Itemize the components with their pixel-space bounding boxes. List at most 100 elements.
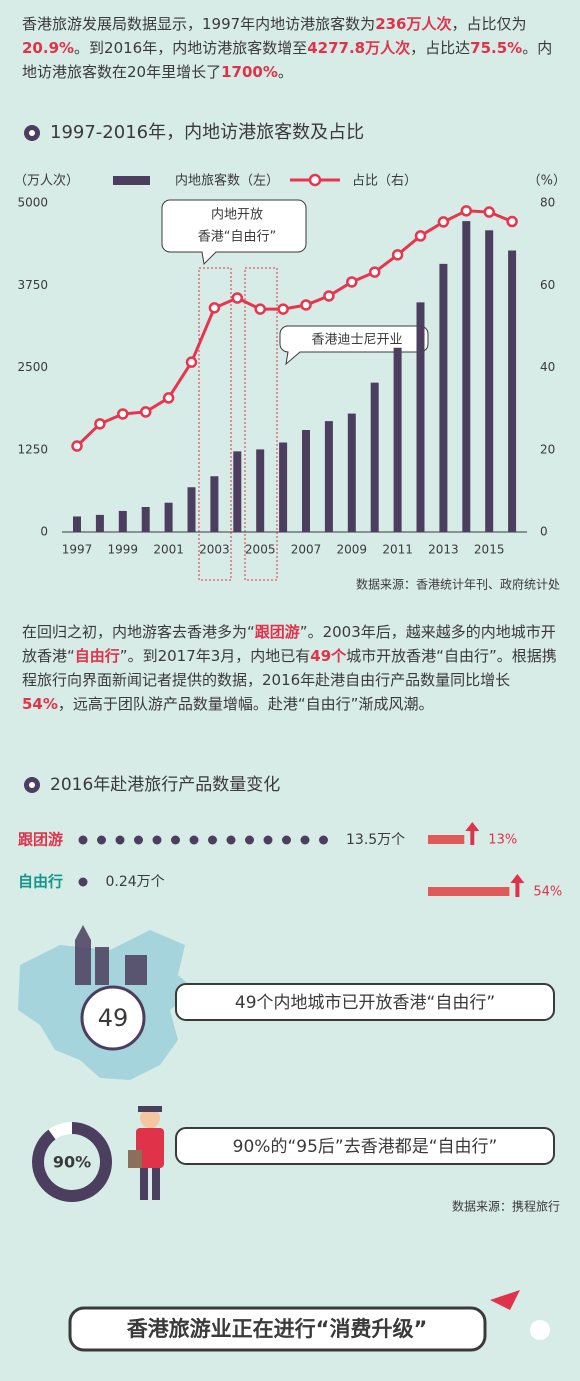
- text-run: ”。2003年后，越来越多的内地城市开放香港“: [22, 623, 556, 665]
- dot: [189, 835, 199, 845]
- legend-swatch: [308, 173, 322, 187]
- growth-arrow: [465, 822, 480, 845]
- bar: [210, 476, 219, 532]
- point: [185, 356, 198, 368]
- point: [368, 266, 381, 278]
- paragraph: 在回归之初，内地游客去香港多为“跟团游”。2003年后，越来越多的内地城市开放香…: [22, 620, 560, 716]
- text-run: ，占比达: [410, 39, 471, 57]
- point: [391, 249, 404, 261]
- highlight-box: [244, 267, 278, 581]
- bar: [370, 382, 379, 532]
- point: [254, 303, 266, 315]
- y2-tick-label: 40: [540, 360, 555, 374]
- y-tick-label: 3750: [17, 278, 48, 292]
- city-count: 49: [98, 1004, 129, 1032]
- text-run: 城市开放香港“自由行”。根据携程旅行向界面新闻记者提供的数据，2016年赴港自由…: [22, 647, 557, 689]
- bar: [73, 516, 81, 532]
- dot: [319, 835, 328, 845]
- y2-tick-label: 0: [540, 525, 548, 539]
- dot: [78, 835, 88, 845]
- bar: [485, 230, 494, 532]
- skyline: [75, 925, 147, 985]
- point: [506, 215, 518, 228]
- annotation: 香港迪士尼开业: [311, 333, 402, 348]
- highlight: 4277.8万人次: [307, 39, 411, 57]
- point: [208, 302, 221, 314]
- growth-label: 13%: [488, 833, 517, 848]
- text-run: 。到2016年，内地访港旅客数增至: [74, 39, 308, 57]
- source: 数据来源：香港统计年刊、政府统计处: [356, 577, 560, 592]
- text-run: ，占比仅为: [451, 15, 527, 33]
- ring-arc: [32, 1122, 112, 1202]
- growth-bar: [428, 835, 465, 844]
- callout-text: 90%的“95后”去香港都是“自由行”: [233, 1137, 498, 1157]
- x-tick-label: 2013: [428, 543, 459, 557]
- dot: [115, 835, 125, 845]
- callout: [175, 1127, 555, 1165]
- bar: [302, 430, 310, 532]
- bar: [187, 487, 196, 532]
- growth-label: 54%: [533, 885, 562, 900]
- intro: 香港旅游发展局数据显示，1997年内地访港旅客数为236万人次，占比仅为 20.9…: [22, 12, 560, 84]
- ring-label: 90%: [53, 1153, 91, 1172]
- point: [300, 299, 312, 311]
- legend-label: 占比（右）: [352, 174, 417, 189]
- y-tick-label: 0: [40, 525, 48, 539]
- highlight: 自由行: [74, 647, 120, 665]
- city-circle: [80, 985, 146, 1051]
- point: [117, 408, 129, 420]
- bar: [347, 413, 356, 532]
- bar: [508, 250, 517, 533]
- dot: [152, 835, 162, 845]
- text-run: ”。到2017年3月，内地已有: [119, 647, 311, 665]
- point: [437, 216, 450, 228]
- callout: [175, 983, 555, 1021]
- dot-row: [78, 877, 88, 887]
- banner: [68, 1306, 487, 1352]
- bullet: [29, 782, 35, 788]
- highlight: 20.9%: [22, 39, 75, 57]
- bar: [393, 347, 402, 532]
- point: [231, 292, 244, 304]
- row-value: 0.24万个: [106, 874, 165, 890]
- text-run: 。内地访港旅客数在20年里增长了: [22, 39, 553, 81]
- point: [277, 303, 289, 315]
- callout-text: 49个内地城市已开放香港“自由行”: [235, 993, 495, 1013]
- point: [323, 290, 335, 302]
- point: [460, 205, 473, 217]
- bar: [439, 263, 448, 532]
- point: [71, 440, 83, 452]
- row-label: 自由行: [18, 873, 63, 891]
- section-title: 1997-2016年，内地访港旅客数及占比: [50, 122, 364, 143]
- dot: [300, 835, 310, 845]
- point: [483, 206, 495, 218]
- dot: [282, 835, 291, 845]
- y2-tick-label: 80: [540, 196, 555, 210]
- legend-swatch: [113, 176, 150, 185]
- dot: [208, 835, 217, 845]
- x-tick-label: 2011: [382, 543, 413, 557]
- dot: [134, 835, 143, 845]
- dot: [78, 877, 88, 887]
- banner-text: 香港旅游业正在进行“消费升级”: [127, 1317, 428, 1341]
- bar: [256, 449, 265, 532]
- bar: [279, 442, 288, 532]
- bar: [118, 510, 127, 532]
- dot: [226, 835, 236, 845]
- annotation: 内地开放: [211, 207, 263, 223]
- dot: [245, 835, 254, 845]
- x-tick-label: 2003: [199, 543, 230, 557]
- bar: [233, 451, 242, 532]
- point: [414, 230, 427, 242]
- text-run: ，远高于团队游产品数量增幅。赴港“自由行”渐成风潮。: [57, 695, 434, 713]
- text-run: 。: [277, 63, 293, 81]
- y-tick-label: 5000: [17, 196, 48, 210]
- decor: [490, 1290, 520, 1310]
- point: [139, 406, 152, 418]
- highlight-box: [198, 267, 232, 581]
- point: [94, 418, 106, 430]
- y-tick-label: 1250: [17, 442, 48, 456]
- x-tick-label: 2009: [337, 543, 368, 557]
- dot: [171, 835, 180, 845]
